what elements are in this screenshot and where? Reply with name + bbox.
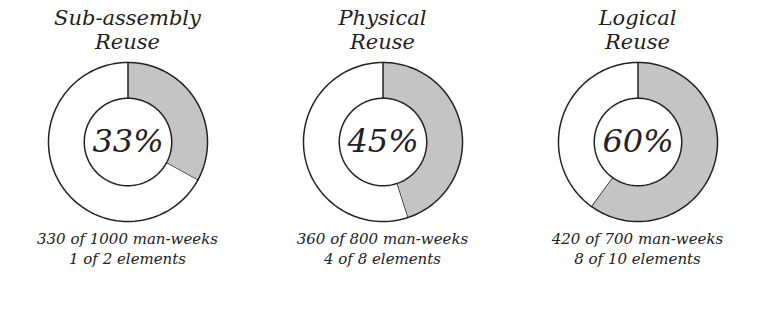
html-text:420 of 700 man-weeks: 420 of 700 man-weeks (551, 230, 724, 248)
html-text:Sub-assembly: Sub-assembly (54, 6, 201, 30)
html-text:4 of 8 elements: 4 of 8 elements (324, 250, 441, 268)
svg-text:33%: 33% (92, 122, 163, 160)
html-text:Reuse: Reuse (605, 30, 670, 54)
html-text:Physical: Physical (338, 6, 427, 30)
html-text:330 of 1000 man-weeks: 330 of 1000 man-weeks (37, 230, 218, 248)
svg-text:45%: 45% (346, 122, 418, 160)
html-text:Reuse: Reuse (95, 30, 160, 54)
html-text:360 of 800 man-weeks: 360 of 800 man-weeks (296, 230, 469, 248)
html-text:1 of 2 elements: 1 of 2 elements (69, 250, 186, 268)
html-text:Reuse: Reuse (350, 30, 415, 54)
html-text:Logical: Logical (598, 6, 677, 30)
html-text:8 of 10 elements: 8 of 10 elements (574, 250, 701, 268)
svg-text:60%: 60% (602, 122, 673, 160)
